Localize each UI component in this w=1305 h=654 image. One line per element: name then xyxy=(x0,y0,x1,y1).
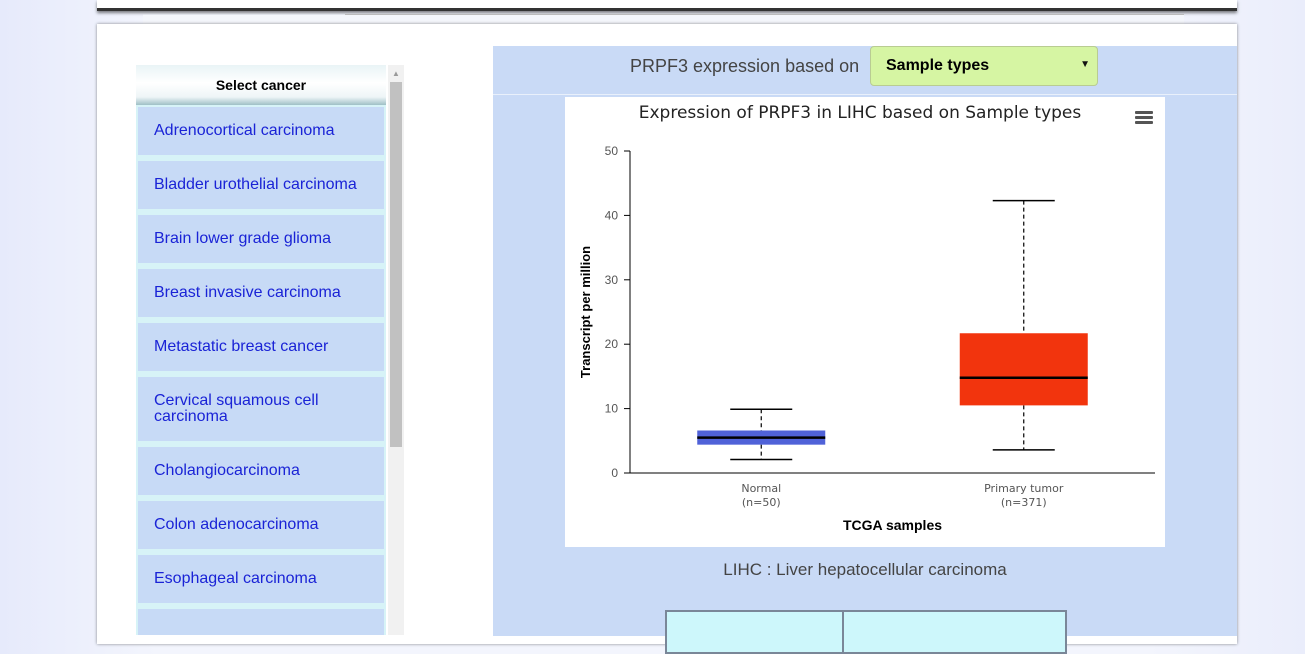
x-axis-label: TCGA samples xyxy=(843,517,942,533)
y-tick-label: 40 xyxy=(605,208,619,222)
scroll-up-arrow-icon[interactable]: ▲ xyxy=(392,68,400,78)
sample-type-select-value: Sample types xyxy=(886,57,990,74)
cancer-list-header: Select cancer xyxy=(136,65,386,105)
box-1 xyxy=(959,333,1088,406)
cancer-item-metastatic-breast[interactable]: Metastatic breast cancer xyxy=(138,323,384,371)
cancer-panel: Select cancer Adrenocortical carcinoma B… xyxy=(136,65,404,635)
stats-table xyxy=(665,610,1067,654)
chart-container: Expression of PRPF3 in LIHC based on Sam… xyxy=(565,97,1165,547)
y-tick-label: 10 xyxy=(605,402,619,416)
sample-type-select[interactable]: Sample types ▼ xyxy=(870,46,1098,86)
cancer-caption: LIHC : Liver hepatocellular carcinoma xyxy=(723,560,1007,579)
cancer-list: Adrenocortical carcinoma Bladder urothel… xyxy=(136,105,386,635)
scroll-thumb[interactable] xyxy=(390,82,402,447)
x-tick-label: Primary tumor xyxy=(984,482,1064,495)
cancer-item-adrenocortical[interactable]: Adrenocortical carcinoma xyxy=(138,107,384,155)
cancer-item-colon[interactable]: Colon adenocarcinoma xyxy=(138,501,384,549)
y-axis-label: Transcript per million xyxy=(578,246,593,378)
hamburger-menu-icon[interactable] xyxy=(1135,111,1153,125)
x-tick-label: Normal xyxy=(741,482,781,495)
y-tick-label: 0 xyxy=(611,466,618,480)
cancer-item-cervical[interactable]: Cervical squamous cell carcinoma xyxy=(138,377,384,441)
expression-selector-bar: PRPF3 expression based on Sample types ▼ xyxy=(493,46,1237,95)
cancer-item-cholangio[interactable]: Cholangiocarcinoma xyxy=(138,447,384,495)
top-card xyxy=(97,0,1237,11)
cancer-list-scrollbar[interactable]: ▲ xyxy=(388,65,404,635)
expression-panel: PRPF3 expression based on Sample types ▼… xyxy=(493,46,1237,654)
cancer-item-brain[interactable]: Brain lower grade glioma xyxy=(138,215,384,263)
cancer-item-esophageal[interactable]: Esophageal carcinoma xyxy=(138,555,384,603)
top-strip xyxy=(143,14,1184,25)
y-tick-label: 20 xyxy=(605,337,619,351)
chart-title: Expression of PRPF3 in LIHC based on Sam… xyxy=(638,103,1082,123)
dropdown-arrow-icon: ▼ xyxy=(1080,59,1090,70)
cancer-item-next[interactable] xyxy=(138,609,384,635)
y-tick-label: 50 xyxy=(605,144,619,158)
x-tick-count: (n=50) xyxy=(742,496,781,509)
expression-label: PRPF3 expression based on xyxy=(630,56,860,76)
cancer-item-bladder[interactable]: Bladder urothelial carcinoma xyxy=(138,161,384,209)
x-tick-count: (n=371) xyxy=(1001,496,1047,509)
boxplot-chart: 0 10 20 30 40 50 Transcript per million TCGA sa… xyxy=(578,144,1155,533)
cancer-item-breast[interactable]: Breast invasive carcinoma xyxy=(138,269,384,317)
y-tick-label: 30 xyxy=(605,273,619,287)
